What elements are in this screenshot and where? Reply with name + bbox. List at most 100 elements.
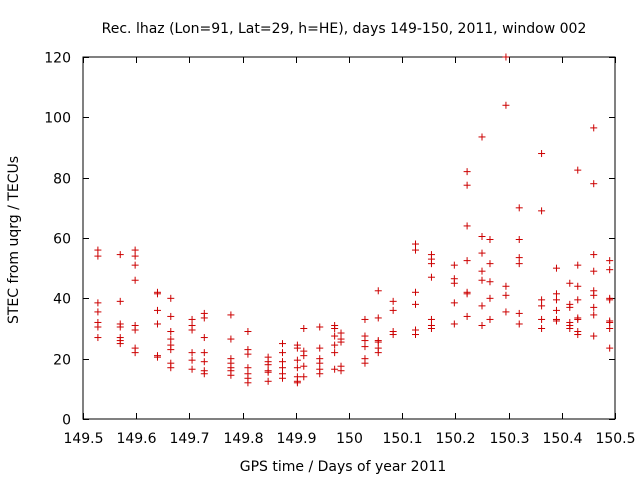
data-point xyxy=(279,374,286,382)
data-point xyxy=(412,288,419,296)
x-tick-label: 150.3 xyxy=(489,431,529,447)
data-point xyxy=(188,356,196,364)
data-point xyxy=(463,290,471,298)
data-point xyxy=(116,251,124,259)
y-tick-label: 100 xyxy=(44,111,71,127)
data-point xyxy=(293,364,301,372)
data-point xyxy=(590,251,598,259)
data-point xyxy=(167,312,175,320)
data-points xyxy=(94,53,614,387)
data-point xyxy=(502,291,510,299)
data-point xyxy=(331,325,339,332)
data-point xyxy=(94,308,102,316)
data-point xyxy=(331,365,339,373)
data-point xyxy=(153,320,161,328)
data-point xyxy=(486,294,494,302)
data-point xyxy=(131,349,139,357)
data-point xyxy=(293,379,301,387)
data-point xyxy=(478,302,486,310)
data-point xyxy=(515,204,523,212)
data-point xyxy=(412,240,419,248)
data-point xyxy=(200,334,208,342)
data-point xyxy=(566,303,574,311)
x-tick-label: 149.8 xyxy=(223,431,263,447)
data-point xyxy=(374,314,382,322)
y-axis-label: STEC from uqrg / TECUs xyxy=(6,156,22,324)
data-point xyxy=(552,317,560,325)
data-point xyxy=(337,329,345,337)
y-tick-label: 80 xyxy=(53,172,71,188)
data-point xyxy=(167,328,175,336)
data-point xyxy=(606,344,614,352)
data-point xyxy=(116,340,124,348)
data-point xyxy=(131,276,139,284)
data-point xyxy=(116,297,124,305)
data-point xyxy=(590,303,598,311)
data-point xyxy=(412,331,419,339)
data-point xyxy=(574,261,582,269)
data-point xyxy=(538,302,546,310)
data-point xyxy=(227,311,235,319)
data-point xyxy=(606,257,614,265)
data-point xyxy=(279,364,286,372)
y-tick-label: 0 xyxy=(62,413,71,429)
data-point xyxy=(131,252,139,260)
data-point xyxy=(316,359,324,367)
data-point xyxy=(279,340,286,348)
data-point xyxy=(361,315,369,323)
chart-title: Rec. lhaz (Lon=91, Lat=29, h=HE), days 1… xyxy=(102,21,587,37)
data-point xyxy=(606,266,614,274)
data-point xyxy=(502,308,510,316)
data-point xyxy=(279,358,286,366)
data-point xyxy=(293,356,301,364)
data-point xyxy=(264,377,272,385)
y-tick-label: 20 xyxy=(53,353,71,369)
x-tick-label: 150.5 xyxy=(595,431,635,447)
data-point xyxy=(200,314,208,322)
data-point xyxy=(486,236,494,244)
data-point xyxy=(300,325,308,332)
x-tick-label: 150.4 xyxy=(542,431,582,447)
data-point xyxy=(590,124,598,132)
data-point xyxy=(244,328,252,336)
data-point xyxy=(478,249,486,257)
data-point xyxy=(374,338,382,346)
data-point xyxy=(574,331,582,339)
data-point xyxy=(478,321,486,329)
data-point xyxy=(427,315,435,323)
data-point xyxy=(450,320,458,328)
data-point xyxy=(389,331,397,339)
data-point xyxy=(590,332,598,340)
data-point xyxy=(361,359,369,367)
data-point xyxy=(264,361,272,369)
data-point xyxy=(463,312,471,320)
data-point xyxy=(94,299,102,307)
data-point xyxy=(574,315,582,323)
data-point xyxy=(188,349,196,357)
x-axis-label: GPS time / Days of year 2011 xyxy=(240,459,447,475)
data-point xyxy=(538,150,546,158)
data-point xyxy=(389,306,397,314)
data-point xyxy=(227,335,235,343)
data-point xyxy=(552,264,560,272)
x-tick-label: 149.5 xyxy=(63,431,103,447)
y-tick-label: 40 xyxy=(53,292,71,308)
data-point xyxy=(450,299,458,307)
data-point xyxy=(538,207,546,215)
data-point xyxy=(450,261,458,269)
data-point xyxy=(574,296,582,304)
data-point xyxy=(244,364,252,372)
data-point xyxy=(167,294,175,302)
data-point xyxy=(188,365,196,373)
data-point xyxy=(188,315,196,323)
data-point xyxy=(337,338,345,346)
data-point xyxy=(331,341,339,349)
data-point xyxy=(590,291,598,299)
data-point xyxy=(590,311,598,319)
data-point xyxy=(412,246,419,254)
data-point xyxy=(227,371,235,379)
data-point xyxy=(374,349,382,357)
data-point xyxy=(538,315,546,323)
data-point xyxy=(450,279,458,287)
data-point xyxy=(94,323,102,331)
